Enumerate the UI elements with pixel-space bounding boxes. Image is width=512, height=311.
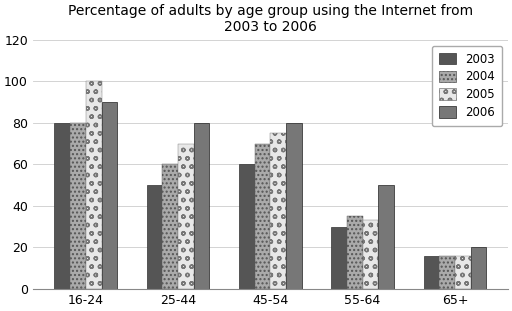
Legend: 2003, 2004, 2005, 2006: 2003, 2004, 2005, 2006 [432, 46, 502, 126]
Bar [54, 123, 70, 289]
Bar [331, 227, 347, 289]
Bar [194, 123, 209, 289]
Bar [439, 256, 455, 289]
Bar [162, 164, 178, 289]
Bar [239, 164, 254, 289]
Bar [101, 102, 117, 289]
Bar [270, 133, 286, 289]
Bar [286, 123, 302, 289]
Bar [362, 220, 378, 289]
Bar [423, 256, 439, 289]
Bar [70, 123, 86, 289]
Bar [455, 256, 471, 289]
Bar [347, 216, 362, 289]
Bar [86, 81, 101, 289]
Bar [147, 185, 162, 289]
Bar [178, 144, 194, 289]
Title: Percentage of adults by age group using the Internet from
2003 to 2006: Percentage of adults by age group using … [68, 4, 473, 35]
Bar [471, 248, 486, 289]
Bar [378, 185, 394, 289]
Bar [254, 144, 270, 289]
